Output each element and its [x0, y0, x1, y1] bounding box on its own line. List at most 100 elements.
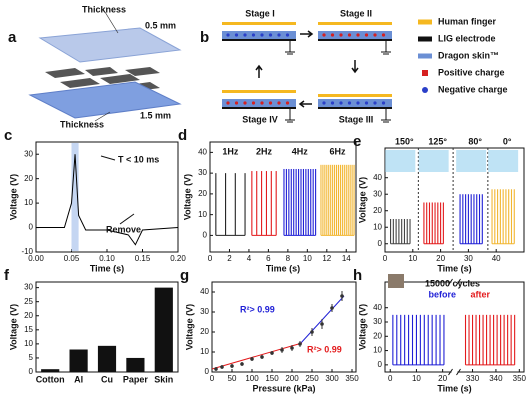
y-tick-label: 0: [205, 367, 210, 376]
y-axis-label: Voltage (V): [357, 177, 367, 223]
ground: [285, 41, 295, 55]
highlight: [71, 143, 79, 251]
electrode: [318, 107, 392, 109]
charge: [285, 101, 290, 105]
y-tick-label: 10: [200, 347, 209, 356]
x-tick-label: 330: [466, 374, 480, 383]
y-tick-label: 20: [373, 331, 382, 340]
legend-label: LIG electrode: [438, 33, 496, 43]
label: Thickness: [82, 4, 126, 14]
x-tick-label: 8: [286, 254, 291, 263]
legend-swatch: [422, 87, 428, 93]
leader: [94, 111, 111, 122]
stage-label: Stage IV: [242, 114, 278, 124]
panel-letter: a: [8, 29, 17, 46]
x-tick-label: 0: [210, 374, 215, 383]
x-tick-label: 250: [305, 374, 319, 383]
point: [340, 294, 344, 298]
group-label: 1Hz: [222, 146, 239, 156]
y-tick-label: 30: [24, 149, 33, 158]
x-tick-label: 340: [489, 374, 503, 383]
finger: [318, 94, 392, 97]
point: [298, 342, 302, 346]
y-tick-label: 25: [24, 297, 33, 306]
dragon-skin: [318, 99, 392, 107]
leader: [104, 11, 119, 34]
point: [280, 348, 284, 352]
y-tick-label: 20: [373, 206, 382, 215]
x-tick-label: 20: [436, 254, 445, 263]
x-axis-label: Time (s): [437, 383, 471, 393]
x-tick-label: 2: [227, 254, 232, 263]
x-tick-label: 150: [265, 374, 279, 383]
x-axis-label: Pressure (kPa): [252, 383, 315, 393]
panel-letter: d: [178, 127, 187, 144]
electrode: [222, 107, 296, 109]
x-tick-label: 0.15: [135, 254, 151, 263]
charge: [339, 33, 343, 37]
y-tick-label: 15: [24, 325, 33, 334]
y-tick-label: 0: [378, 239, 383, 248]
y-tick-label: 40: [200, 287, 209, 296]
plot-frame: [211, 281, 357, 373]
charge: [285, 33, 290, 37]
dragon-skin: [222, 31, 296, 39]
point: [290, 346, 294, 350]
legend-swatch: [422, 70, 428, 76]
break-mark: [448, 278, 461, 376]
legend-swatch: [418, 53, 432, 59]
charge: [347, 33, 352, 37]
group-label: 6Hz: [329, 146, 346, 156]
stage-label: Stage I: [245, 8, 275, 18]
point: [240, 362, 244, 366]
x-tick-label: 10: [408, 254, 417, 263]
x-tick-label: 12: [322, 254, 331, 263]
arrow: [100, 155, 116, 161]
y-tick-label: 30: [373, 189, 382, 198]
dragon-skin: [318, 31, 392, 39]
charge: [251, 101, 256, 105]
panel-letter: e: [353, 133, 361, 150]
x-tick-label: 0: [383, 254, 388, 263]
annotation: T < 10 ms: [118, 154, 159, 164]
x-tick-label: 20: [438, 374, 447, 383]
y-axis-label: Voltage (V): [184, 304, 194, 350]
group-label: 4Hz: [292, 146, 309, 156]
arrow: [255, 64, 263, 78]
ground: [381, 41, 391, 55]
y-tick-label: 0: [378, 360, 383, 369]
plot-frame: [384, 147, 525, 253]
x-axis-label: Time (s): [90, 263, 124, 273]
x-tick-label: 50: [228, 374, 237, 383]
top-layer: [38, 27, 182, 63]
y-tick-label: 20: [198, 189, 207, 198]
arrow: [298, 100, 312, 108]
point: [230, 364, 234, 368]
panel-a: a Thickness 0.5 mm 1.5 mm Thickness: [8, 4, 182, 129]
point: [220, 365, 224, 369]
charge: [243, 33, 247, 37]
ground: [381, 109, 391, 123]
x-tick-label: 6: [266, 254, 271, 263]
panel-letter: c: [4, 127, 12, 144]
charge: [339, 101, 343, 105]
bar: [126, 357, 145, 372]
y-tick-label: 0: [203, 231, 208, 240]
x-tick-label: 100: [245, 374, 259, 383]
x-tick-label: 0.05: [64, 254, 80, 263]
arrow: [300, 30, 314, 38]
y-tick-label: 30: [373, 317, 382, 326]
y-tick-label: 10: [198, 210, 207, 219]
x-tick-label: Cu: [101, 374, 113, 384]
legend-label: Negative charge: [438, 84, 508, 94]
finger: [222, 90, 296, 93]
y-tick-label: 10: [24, 198, 33, 207]
x-tick-label: 0.10: [99, 254, 115, 263]
x-axis-label: Time (s): [437, 263, 471, 273]
y-tick-label: 40: [373, 303, 382, 312]
charge: [347, 101, 352, 105]
y-axis-label: Voltage (V): [8, 174, 18, 220]
x-tick-label: 14: [342, 254, 351, 263]
